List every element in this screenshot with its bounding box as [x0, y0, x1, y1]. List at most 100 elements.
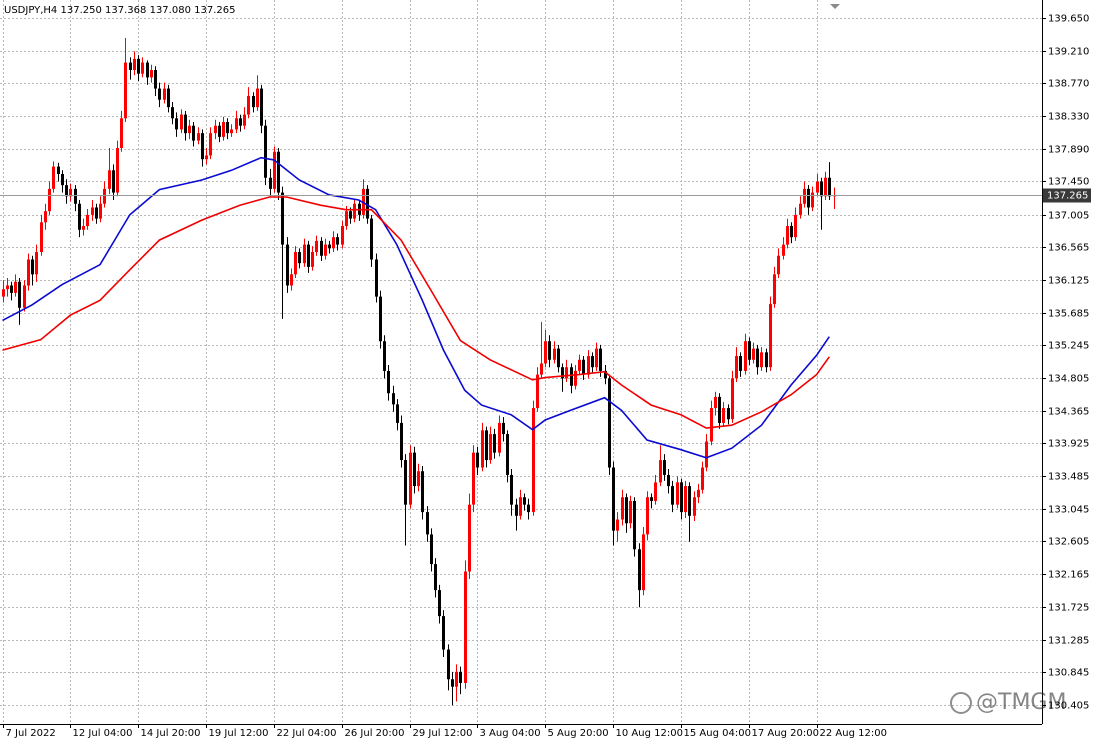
candle-body: [638, 549, 641, 591]
x-tick-label: 14 Jul 20:00: [141, 728, 201, 739]
y-tick-label: 130.405: [1048, 701, 1089, 712]
y-tick-label: 131.285: [1048, 636, 1089, 647]
candle-body: [294, 252, 297, 275]
candle-body: [120, 118, 123, 149]
candle-body: [663, 460, 666, 475]
candle-body: [794, 214, 797, 238]
candle-body: [769, 304, 772, 368]
candle-body: [239, 118, 242, 126]
candle-body: [129, 62, 132, 70]
candle-body: [86, 214, 89, 227]
candle-body: [824, 177, 827, 197]
candle-body: [379, 296, 382, 342]
candle-body: [82, 226, 85, 230]
candle-body: [74, 188, 77, 204]
candle-body: [40, 222, 43, 253]
watermark-text: @TMGM: [976, 690, 1066, 715]
candle-body: [667, 474, 670, 487]
candle-body: [621, 497, 624, 520]
candle-body: [489, 434, 492, 461]
y-tick-label: 139.650: [1048, 14, 1089, 25]
candle-body: [290, 274, 293, 286]
candle-body: [396, 404, 399, 423]
candle-body: [515, 504, 518, 516]
candle-body: [807, 188, 810, 208]
y-tick-label: 138.330: [1048, 112, 1089, 123]
open-label: 137.250: [60, 5, 101, 16]
candle-body: [777, 255, 780, 275]
candle-body: [298, 252, 301, 264]
candle-body: [163, 88, 166, 100]
candle-body: [599, 348, 602, 371]
candle-body: [413, 452, 416, 487]
candle-body: [591, 356, 594, 368]
x-tick-label: 12 Jul 04:00: [73, 728, 133, 739]
candle-body: [243, 114, 246, 126]
candle-body: [756, 348, 759, 368]
candle-body: [341, 226, 344, 245]
candle-body: [476, 452, 479, 468]
candle-body: [553, 348, 556, 360]
candle-body: [472, 452, 475, 505]
candle-body: [565, 367, 568, 379]
candle-body: [540, 363, 543, 375]
candle-body: [459, 671, 462, 683]
candle-body: [112, 170, 115, 193]
candle-body: [765, 352, 768, 368]
y-tick-label: 130.845: [1048, 668, 1089, 679]
candle-body: [642, 534, 645, 591]
candle-body: [264, 125, 267, 178]
candle-body: [654, 482, 657, 501]
x-tick-label: 26 Jul 20:00: [345, 728, 405, 739]
close-label: 137.265: [194, 5, 235, 16]
y-tick-label: 136.565: [1048, 243, 1089, 254]
candle-body: [561, 367, 564, 379]
candle-body: [548, 341, 551, 360]
y-tick-label: 136.125: [1048, 276, 1089, 287]
price-label-box: [1043, 188, 1091, 203]
candle-body: [464, 571, 467, 683]
moving-average-line: [2, 156, 830, 459]
candle-body: [714, 396, 717, 409]
candle-body: [303, 244, 306, 264]
candle-body: [625, 497, 628, 524]
candle-body: [481, 430, 484, 468]
candle-body: [226, 122, 229, 134]
candle-body: [633, 500, 636, 550]
candle-body: [171, 107, 174, 119]
candle-body: [61, 174, 64, 186]
candle-body: [78, 203, 81, 230]
price-label: 137.265: [1047, 191, 1088, 202]
symbol-title: USDJPY,H4: [4, 5, 57, 16]
candle-body: [523, 497, 526, 505]
x-tick-label: 22 Aug 12:00: [820, 728, 887, 739]
candle-body: [307, 244, 310, 267]
candle-body: [180, 114, 183, 130]
candle-body: [188, 125, 191, 134]
candle-body: [731, 378, 734, 420]
candle-body: [69, 188, 72, 197]
x-tick-label: 17 Aug 20:00: [752, 728, 819, 739]
candle-body: [820, 181, 823, 197]
y-tick-label: 137.450: [1048, 177, 1089, 188]
candle-body: [324, 244, 327, 256]
candle-body: [786, 226, 789, 245]
candle-body: [684, 486, 687, 513]
candle-body: [782, 244, 785, 256]
candle-body: [693, 497, 696, 516]
candle-body: [345, 211, 348, 227]
candle-body: [167, 88, 170, 108]
candle-body: [816, 181, 819, 193]
candle-body: [671, 486, 674, 505]
watermark-logo: [950, 692, 972, 714]
candle-body: [44, 211, 47, 223]
candle-body: [426, 512, 429, 535]
candle-body: [252, 95, 255, 108]
candle-body: [451, 679, 454, 687]
y-tick-label: 137.890: [1048, 145, 1089, 156]
candle-body: [332, 237, 335, 249]
candle-body: [370, 218, 373, 260]
candle-body: [256, 88, 259, 108]
candle-body: [269, 177, 272, 189]
